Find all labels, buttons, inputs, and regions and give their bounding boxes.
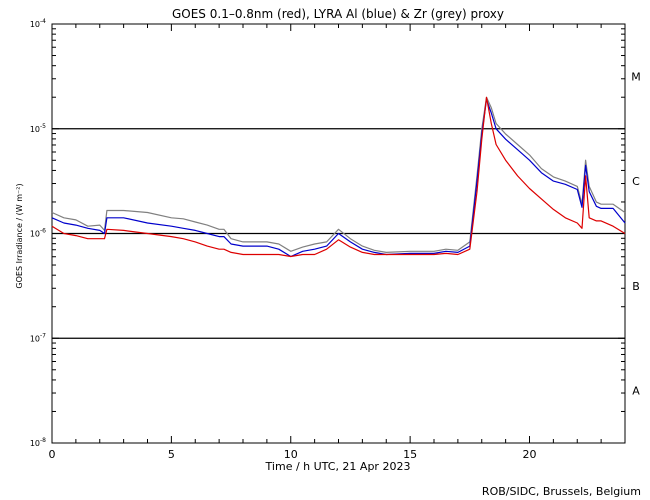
y-tick-exponent: -6 [40,228,46,235]
y-tick-exponent: -8 [40,437,46,444]
flare-class-label-M: M [631,70,641,83]
y-axis-label: GOES Irradiance / (W m⁻²) [15,183,24,288]
y-tick-base: 10 [30,230,40,239]
flare-class-label-A: A [632,385,640,398]
x-axis-label: Time / h UTC, 21 Apr 2023 [265,460,411,473]
y-tick-base: 10 [30,439,40,448]
y-tick-label: 10-7 [30,332,46,343]
y-tick-label: 10-6 [30,228,46,239]
flare-class-labels: M C B A [631,70,641,397]
y-tick-label: 10-4 [30,18,46,29]
y-tick-exponent: -4 [40,18,46,25]
x-tick-label: 10 [284,448,298,461]
x-tick-label: 5 [168,448,175,461]
y-tick-label: 10-5 [30,123,46,134]
x-tick-label: 20 [523,448,537,461]
x-axis: 0 5 10 15 20 [49,24,626,461]
y-tick-label: 10-8 [30,437,46,448]
x-tick-label: 15 [403,448,417,461]
data-series [51,96,626,258]
flare-class-label-B: B [632,280,640,293]
flare-class-label-C: C [632,175,640,188]
y-tick-exponent: -7 [40,332,46,339]
y-axis: 10-410-510-610-710-8 [30,18,625,448]
x-tick-label: 0 [49,448,56,461]
series-line-goes-0-1-0-8nm [51,96,626,258]
y-tick-base: 10 [30,20,40,29]
chart-title: GOES 0.1–0.8nm (red), LYRA Al (blue) & Z… [172,7,504,21]
series-line-lyra-al-proxy [51,98,626,258]
y-tick-base: 10 [30,125,40,134]
series-line-lyra-zr-proxy [51,96,626,253]
y-tick-exponent: -5 [40,123,46,130]
y-tick-base: 10 [30,334,40,343]
credit-text: ROB/SIDC, Brussels, Belgium [482,485,641,498]
